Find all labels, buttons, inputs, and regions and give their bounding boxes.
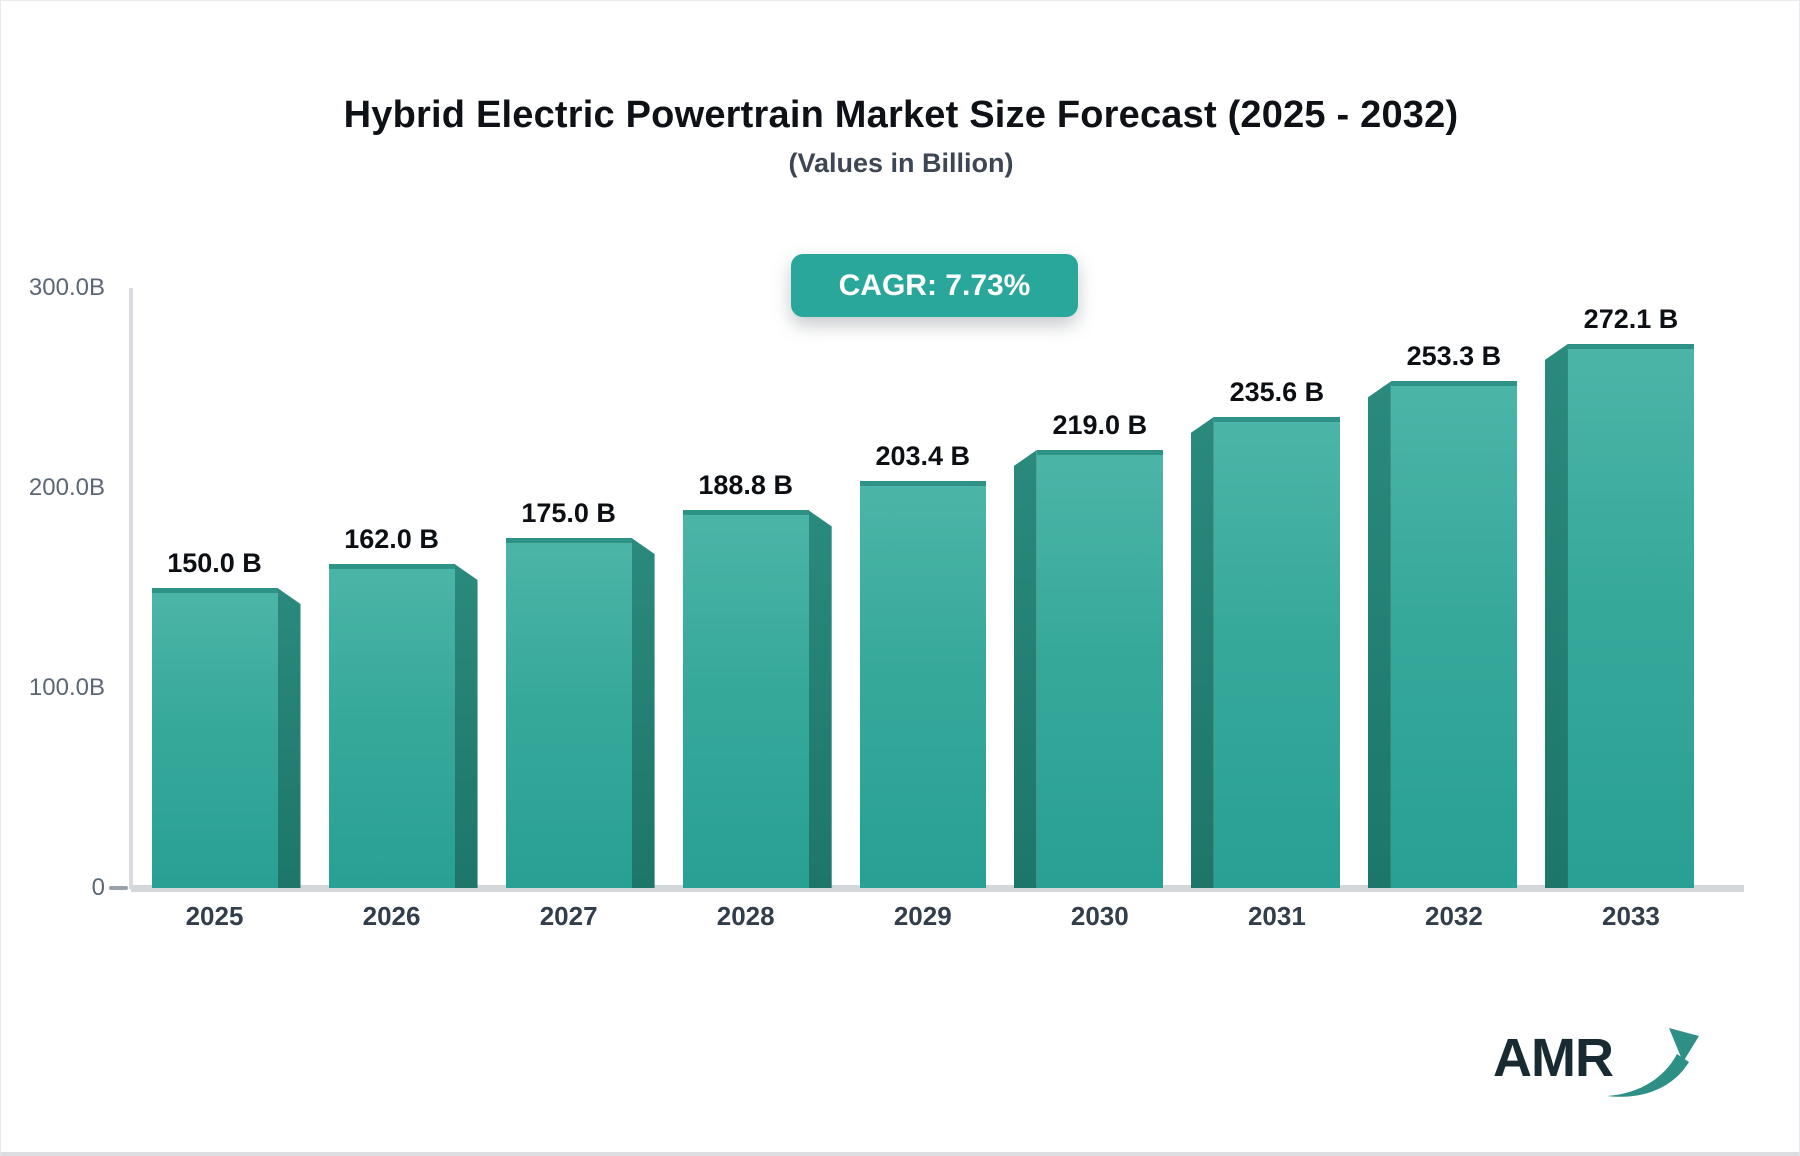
- bar-value-label: 253.3 B: [1406, 341, 1502, 372]
- bar-value-label: 162.0 B: [344, 524, 439, 554]
- bar-side-face: [277, 588, 301, 888]
- y-tick-label: 0: [91, 874, 105, 901]
- bar-value-label: 235.6 B: [1229, 376, 1325, 407]
- x-axis-baseline: [131, 885, 1744, 892]
- bar-front-face: [1213, 416, 1340, 888]
- x-tick-label-2026: 2026: [362, 901, 421, 931]
- bar-front-face: [1390, 381, 1517, 888]
- bar-group-2032: [1367, 381, 1517, 888]
- bar-side-face: [1544, 343, 1568, 888]
- bar-front-face: [151, 588, 278, 888]
- y-axis-line: [129, 288, 133, 889]
- bar-group-2030: [1013, 450, 1163, 888]
- bar-front-face: [682, 510, 809, 888]
- chart-title: Hybrid Electric Powertrain Market Size F…: [343, 94, 1459, 136]
- bar-group-2028: [682, 510, 832, 888]
- bar-value-label: 203.4 B: [875, 441, 971, 472]
- bar-front-face: [1036, 450, 1163, 888]
- y-tick-label: 300.0B: [28, 274, 105, 301]
- bar-group-2029: [859, 481, 986, 888]
- bar-side-face: [1190, 416, 1214, 888]
- bar-group-2026: [328, 564, 478, 888]
- bar-side-face: [631, 538, 655, 888]
- bar-value-label: 175.0 B: [521, 498, 616, 528]
- bar-group-2033: [1544, 343, 1694, 888]
- bars-layer: 150.0 B 162.0 B 175.0 B 188.8 B 203.4 B 219.0…: [131, 288, 1744, 888]
- cagr-badge-label: CAGR: 7.73%: [838, 268, 1031, 302]
- y-tick-dash: [109, 886, 128, 890]
- x-tick-label-2033: 2033: [1602, 901, 1660, 931]
- y-tick-label: 200.0B: [28, 474, 105, 501]
- bar-side-face: [808, 510, 832, 888]
- amr-logo: AMR: [1493, 1028, 1701, 1100]
- trend-up-arrow-icon: [1607, 1028, 1699, 1097]
- x-tick-label-2030: 2030: [1070, 901, 1129, 931]
- bar-group-2031: [1190, 416, 1340, 888]
- x-tick-label-2032: 2032: [1424, 901, 1483, 931]
- bar-front-face: [859, 481, 986, 888]
- bar-side-face: [454, 564, 478, 888]
- bar-side-face: [1013, 450, 1037, 888]
- x-tick-label-2029: 2029: [893, 901, 952, 931]
- bar-front-face: [1567, 343, 1694, 888]
- bar-group-2025: [151, 588, 301, 888]
- cagr-badge: CAGR: 7.73%: [791, 254, 1078, 317]
- bar-front-face: [328, 564, 455, 888]
- y-tick-label: 100.0B: [28, 674, 105, 701]
- bar-front-face: [505, 538, 632, 888]
- chart-subtitle: (Values in Billion): [788, 148, 1014, 178]
- x-tick-label-2028: 2028: [716, 901, 775, 931]
- bar-value-label: 188.8 B: [698, 470, 793, 501]
- bar-side-face: [1367, 381, 1391, 888]
- bar-group-2027: [505, 538, 655, 888]
- amr-logo-text: AMR: [1493, 1028, 1614, 1088]
- bar-value-label: 150.0 B: [167, 548, 262, 578]
- bar-value-label: 272.1 B: [1583, 303, 1679, 334]
- x-tick-label-2027: 2027: [539, 901, 598, 931]
- bar-value-label: 219.0 B: [1052, 410, 1148, 440]
- x-tick-label-2031: 2031: [1247, 901, 1306, 931]
- x-tick-label-2025: 2025: [185, 901, 244, 931]
